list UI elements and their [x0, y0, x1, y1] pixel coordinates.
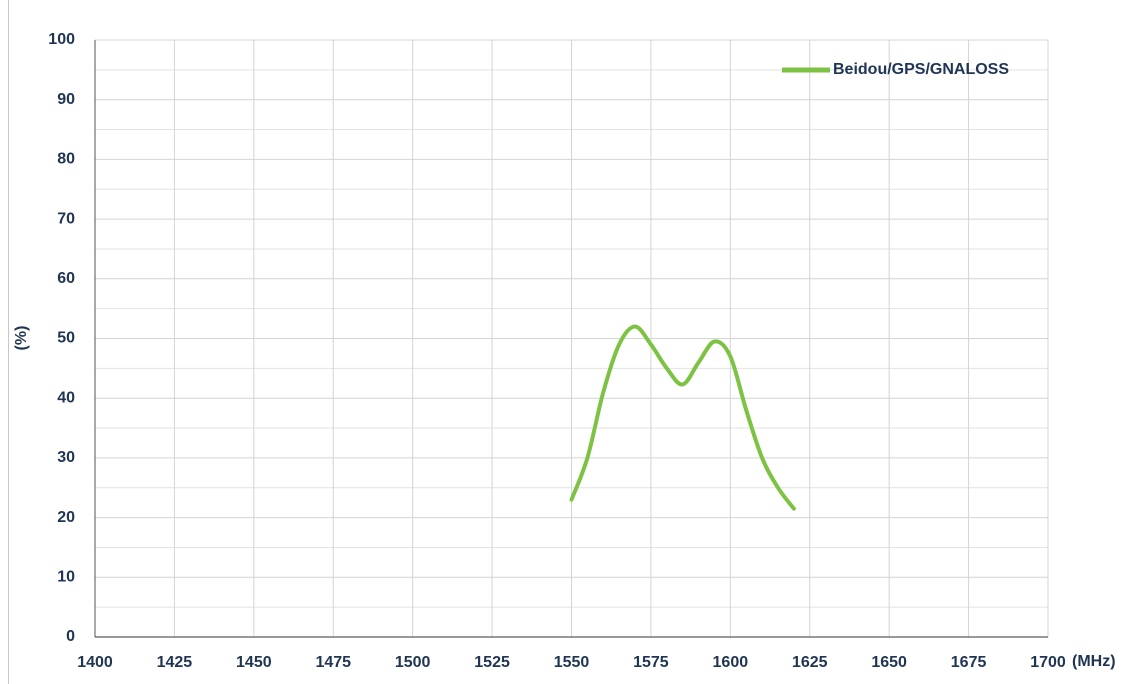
- x-tick-label: 1450: [236, 654, 272, 671]
- x-tick-label: 1575: [633, 654, 669, 671]
- x-tick-label: 1475: [315, 654, 351, 671]
- y-tick-label: 100: [48, 31, 75, 48]
- y-axis-label: (%): [13, 326, 30, 351]
- x-tick-label: 1525: [474, 654, 510, 671]
- data-line: [569, 324, 796, 511]
- x-tick-label: 1500: [395, 654, 431, 671]
- y-tick-label: 40: [57, 389, 75, 406]
- y-tick-label: 80: [57, 151, 75, 168]
- x-tick-label: 1650: [871, 654, 907, 671]
- y-tick-label: 30: [57, 449, 75, 466]
- x-tick-label: 1625: [792, 654, 828, 671]
- y-tick-label: 0: [66, 628, 75, 645]
- x-tick-label: 1675: [951, 654, 987, 671]
- y-tick-label: 60: [57, 270, 75, 287]
- legend-label: Beidou/GPS/GNALOSS: [833, 61, 1009, 78]
- y-tick-label: 20: [57, 509, 75, 526]
- x-tick-label: 1600: [713, 654, 749, 671]
- x-tick-label: 1550: [554, 654, 590, 671]
- x-tick-label: 1400: [77, 654, 113, 671]
- y-tick-label: 90: [57, 91, 75, 108]
- x-tick-label: 1700: [1030, 654, 1066, 671]
- y-tick-label: 70: [57, 210, 75, 227]
- y-tick-label: 50: [57, 330, 75, 347]
- x-axis-label: (MHz): [1072, 653, 1116, 670]
- x-tick-label: 1425: [157, 654, 193, 671]
- y-tick-label: 10: [57, 569, 75, 586]
